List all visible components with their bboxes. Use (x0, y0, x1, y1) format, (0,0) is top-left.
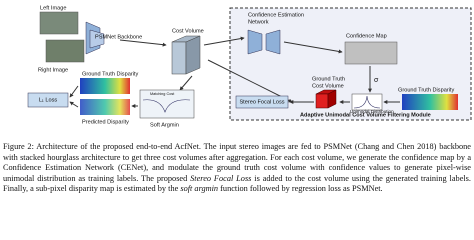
predicted-disparity-image (80, 99, 130, 115)
caption-text: Figure 2: Architecture of the proposed e… (3, 142, 471, 183)
cube-face (171, 41, 187, 75)
label: Confidence Map (346, 33, 387, 39)
caption-text: is added to the cost volume using the ge… (3, 173, 471, 194)
unimodal-plot (351, 93, 383, 111)
soft-argmin-plot (139, 89, 195, 119)
l1-loss-box (27, 92, 69, 108)
cenet-shape (265, 29, 281, 55)
figure-caption: Figure 2: Architecture of the proposed e… (3, 142, 471, 195)
label: L₁ Loss (39, 97, 58, 103)
right-image (45, 39, 85, 63)
architecture-diagram: Adaptive Unimodal Cost Volume Filtering … (27, 5, 472, 128)
arrow (69, 101, 79, 108)
label: Right Image (38, 67, 68, 73)
label: PSMNet Backbone (95, 34, 142, 40)
label: Ground Truth Disparity (82, 71, 138, 77)
label: Cost Volume (172, 28, 204, 34)
caption-emphasis: Stereo Focal Loss (190, 173, 252, 183)
page: Adaptive Unimodal Cost Volume Filtering … (3, 5, 472, 195)
gt-disparity-image (80, 78, 130, 94)
cube-side (327, 89, 337, 109)
label: Soft Argmin (150, 122, 179, 128)
arrow (179, 75, 193, 91)
curve (142, 99, 191, 113)
backbone-shape (89, 29, 105, 49)
label: Cost Volume (312, 83, 344, 89)
arrow (69, 85, 79, 98)
label: Stereo Focal Loss (239, 99, 284, 105)
arrow (119, 39, 167, 47)
cenet-shape (247, 29, 263, 55)
arrow (207, 59, 293, 103)
caption-text: function followed by regression loss as … (218, 184, 383, 194)
label: Unimodal Distribution (350, 109, 394, 114)
label: Ground Truth (312, 76, 345, 82)
focal-loss-box (235, 95, 289, 109)
label: Predicted Disparity (82, 119, 129, 125)
label: Left Image (40, 5, 66, 11)
module-label: Adaptive Unimodal Cost Volume Filtering … (300, 112, 431, 118)
curve (353, 95, 381, 109)
label: Ground Truth Disparity (398, 87, 454, 93)
gt-disparity-image (402, 94, 458, 110)
label: Matching Cost (150, 92, 175, 96)
arrow (203, 36, 245, 46)
label: σ (374, 77, 379, 84)
left-image (39, 11, 79, 35)
confidence-map-image (344, 41, 398, 65)
caption-emphasis: soft argmin (180, 184, 219, 194)
arrow (283, 41, 343, 54)
label: Network (248, 19, 269, 25)
label: Confidence Estimation (248, 12, 304, 18)
cube-face (315, 93, 329, 109)
cube-side (185, 35, 201, 75)
